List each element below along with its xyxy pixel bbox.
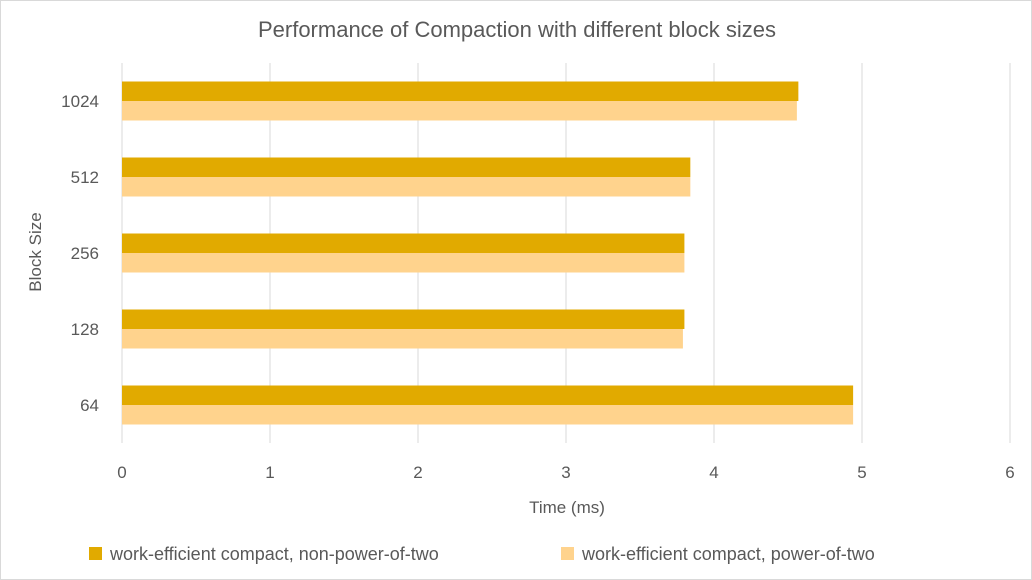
x-axis-label: Time (ms) (529, 498, 605, 517)
legend-label-2: work-efficient compact, power-of-two (581, 544, 875, 564)
bar-256-series-2 (122, 253, 685, 273)
bar-128-series-1 (122, 309, 685, 329)
x-tick-label: 4 (709, 463, 718, 482)
legend-swatch-1 (89, 547, 102, 560)
bars (122, 81, 854, 425)
x-tick-labels: 0 1 2 3 4 5 6 (117, 463, 1014, 482)
y-axis-label: Block Size (26, 212, 45, 291)
chart-title: Performance of Compaction with different… (258, 17, 776, 42)
bar-128-series-2 (122, 329, 683, 349)
legend-label-1: work-efficient compact, non-power-of-two (109, 544, 439, 564)
bar-1024-series-1 (122, 81, 799, 101)
y-tick-label: 256 (71, 244, 99, 263)
x-tick-label: 0 (117, 463, 126, 482)
x-tick-label: 1 (265, 463, 274, 482)
y-tick-label: 1024 (61, 92, 99, 111)
bar-64-series-2 (122, 405, 854, 425)
legend-swatch-2 (561, 547, 574, 560)
x-tick-label: 2 (413, 463, 422, 482)
bar-512-series-1 (122, 157, 691, 177)
x-tick-label: 5 (857, 463, 866, 482)
y-tick-label: 128 (71, 320, 99, 339)
bar-256-series-1 (122, 233, 685, 253)
x-tick-label: 6 (1005, 463, 1014, 482)
y-tick-labels: 64 128 256 512 1024 (61, 92, 99, 415)
y-tick-label: 64 (80, 396, 99, 415)
y-tick-label: 512 (71, 168, 99, 187)
legend: work-efficient compact, non-power-of-two… (89, 544, 875, 564)
bar-1024-series-2 (122, 101, 797, 121)
bar-64-series-1 (122, 385, 854, 405)
bar-512-series-2 (122, 177, 691, 197)
x-tick-label: 3 (561, 463, 570, 482)
